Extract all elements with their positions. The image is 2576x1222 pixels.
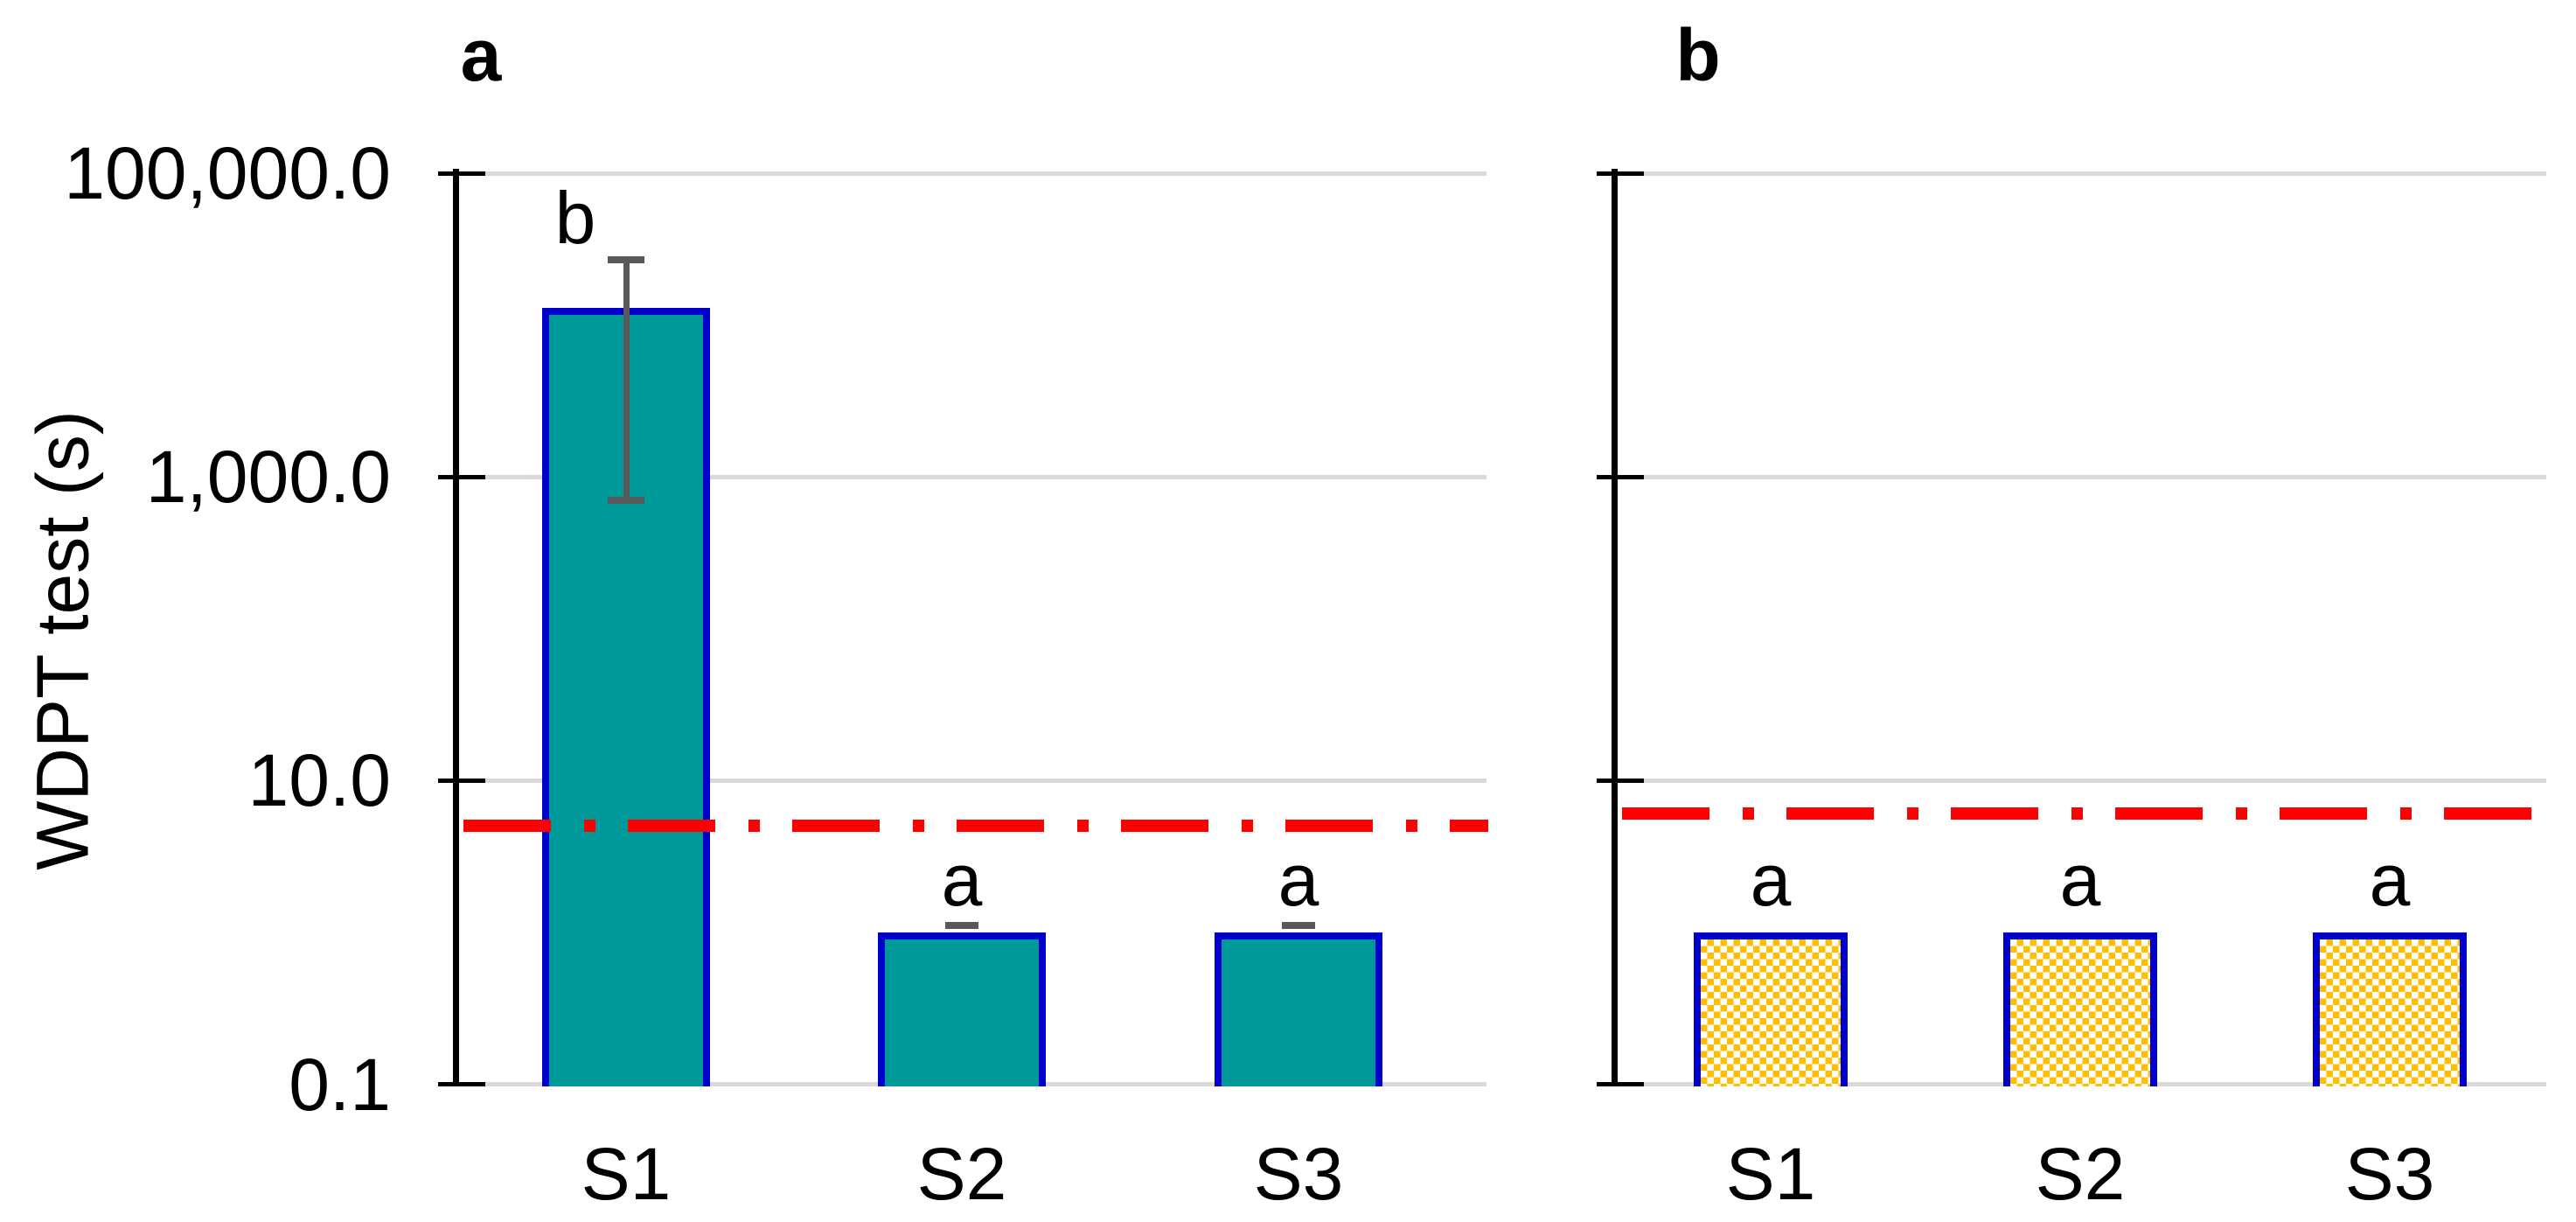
gridline-1000-panel-a xyxy=(459,474,1486,479)
sig-label-panel-b-s3: a xyxy=(2369,839,2411,921)
gridline-1000-panel-b xyxy=(1618,474,2546,479)
error-bar-line-s1-panel-a xyxy=(623,259,630,500)
y-axis-panel-b xyxy=(1612,169,1618,1086)
xtick-panel-b-s3: S3 xyxy=(2344,1133,2435,1215)
bar-s3-panel-a xyxy=(1215,932,1382,1086)
ytick-mark-0.1-panel-b xyxy=(1597,1081,1644,1086)
ytick-label-100000: 100,000.0 xyxy=(64,132,391,214)
sig-label-panel-a-s1: b xyxy=(554,177,596,259)
ytick-mark-100000-panel-b xyxy=(1597,171,1644,176)
ytick-label-1000: 1,000.0 xyxy=(145,436,391,518)
ytick-label-0-1: 0.1 xyxy=(289,1044,391,1126)
sig-label-panel-b-s1: a xyxy=(1750,839,1792,921)
error-bar-cap-top-s1-panel-a xyxy=(608,255,644,263)
sig-label-panel-a-s3: a xyxy=(1278,839,1319,921)
reference-line-panel-a xyxy=(463,820,1488,833)
error-bar-cap-bottom-s1-panel-a xyxy=(608,496,644,504)
bar-s3-panel-b xyxy=(2313,932,2467,1086)
gridline-10-panel-b xyxy=(1618,778,2546,783)
ytick-mark-10-panel-b xyxy=(1597,778,1644,783)
gridline-100000-panel-b xyxy=(1618,171,2546,176)
xtick-panel-b-s2: S2 xyxy=(2035,1133,2126,1215)
ytick-mark-0.1-panel-a xyxy=(438,1081,485,1086)
xtick-panel-b-s1: S1 xyxy=(1725,1133,1816,1215)
sig-label-panel-b-s2: a xyxy=(2059,839,2101,921)
gridline-100000-panel-a xyxy=(459,171,1486,176)
bar-s2-panel-a xyxy=(878,932,1046,1086)
reference-line-panel-b xyxy=(1622,807,2548,820)
panel-b-title: b xyxy=(1675,14,1721,96)
xtick-panel-a-s3: S3 xyxy=(1253,1133,1344,1215)
xtick-panel-a-s2: S2 xyxy=(916,1133,1007,1215)
bar-s2-panel-b xyxy=(2003,932,2157,1086)
error-bar-cap-top-s3-panel-a xyxy=(1282,922,1315,930)
error-bar-cap-top-s2-panel-a xyxy=(945,922,978,930)
gridline-10-panel-a xyxy=(459,778,1486,783)
ytick-mark-1000-panel-b xyxy=(1597,474,1644,479)
ytick-label-10: 10.0 xyxy=(247,739,392,821)
ytick-mark-100000-panel-a xyxy=(438,171,485,176)
xtick-panel-a-s1: S1 xyxy=(581,1133,672,1215)
sig-label-panel-a-s2: a xyxy=(941,839,983,921)
panel-a-title: a xyxy=(460,14,502,96)
bar-s1-panel-b xyxy=(1694,932,1848,1086)
ytick-mark-1000-panel-a xyxy=(438,474,485,479)
y-axis-panel-a xyxy=(453,169,459,1086)
ytick-mark-10-panel-a xyxy=(438,778,485,783)
